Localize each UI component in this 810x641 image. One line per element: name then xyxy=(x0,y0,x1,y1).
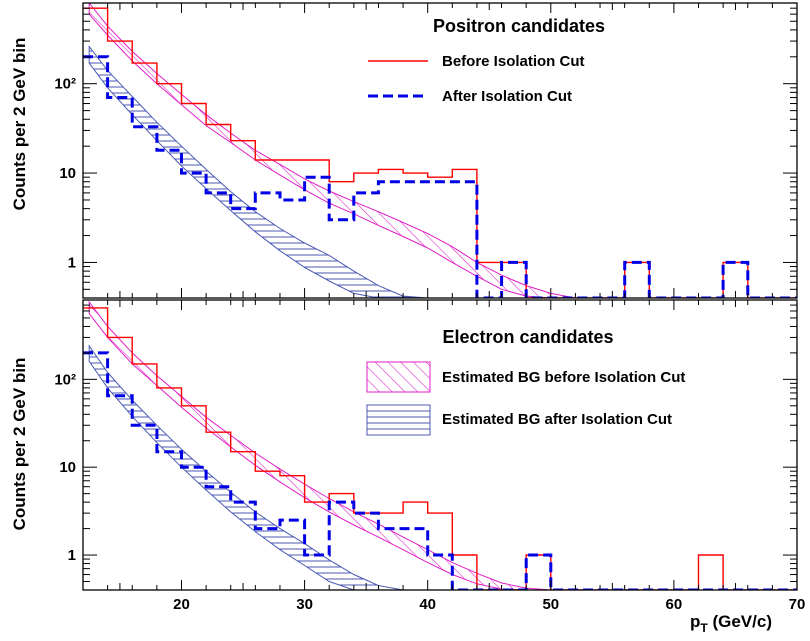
hist-before-isolation xyxy=(83,307,797,590)
x-tick-label: 70 xyxy=(789,596,806,613)
legend: Electron candidates Estimated BG before … xyxy=(366,327,685,436)
bg-band-after xyxy=(88,344,404,590)
hist-after-isolation xyxy=(83,55,797,298)
legend-title: Positron candidates xyxy=(433,16,605,36)
legend: Positron candidates Before Isolation Cut… xyxy=(368,16,605,105)
bg-band-before xyxy=(88,300,551,590)
y-tick-label: 10² xyxy=(54,76,76,93)
x-tick-label: 20 xyxy=(173,596,190,613)
y-tick-label: 10 xyxy=(59,459,76,476)
y-tick-label: 1 xyxy=(68,254,76,271)
y-axis-title: Counts per 2 GeV bin xyxy=(10,358,29,531)
legend-label-after: After Isolation Cut xyxy=(442,88,572,105)
y-tick-label: 1 xyxy=(68,547,76,564)
x-axis-title: pT (GeV/c) xyxy=(690,612,772,635)
x-tick-label: 50 xyxy=(542,596,559,613)
legend-label-bg-after: Estimated BG after Isolation Cut xyxy=(442,411,672,428)
x-tick-label: 30 xyxy=(296,596,313,613)
legend-label-before: Before Isolation Cut xyxy=(442,53,585,70)
y-tick-label: 10 xyxy=(59,165,76,182)
legend-label-bg-before: Estimated BG before Isolation Cut xyxy=(442,369,685,386)
legend-swatch-bg-before xyxy=(366,361,431,393)
y-tick-label: 10² xyxy=(54,371,76,388)
x-tick-label: 60 xyxy=(666,596,683,613)
bg-band-after xyxy=(88,45,453,298)
legend-title: Electron candidates xyxy=(442,327,613,347)
legend-swatch-bg-after xyxy=(366,404,431,436)
hist-before-isolation xyxy=(83,7,797,298)
bg-band-before xyxy=(88,3,576,298)
positron-panel: 1 10 10² Counts per 2 GeV bin Positron can… xyxy=(10,2,798,299)
x-tick-label: 40 xyxy=(419,596,436,613)
y-axis-title: Counts per 2 GeV bin xyxy=(10,38,29,211)
